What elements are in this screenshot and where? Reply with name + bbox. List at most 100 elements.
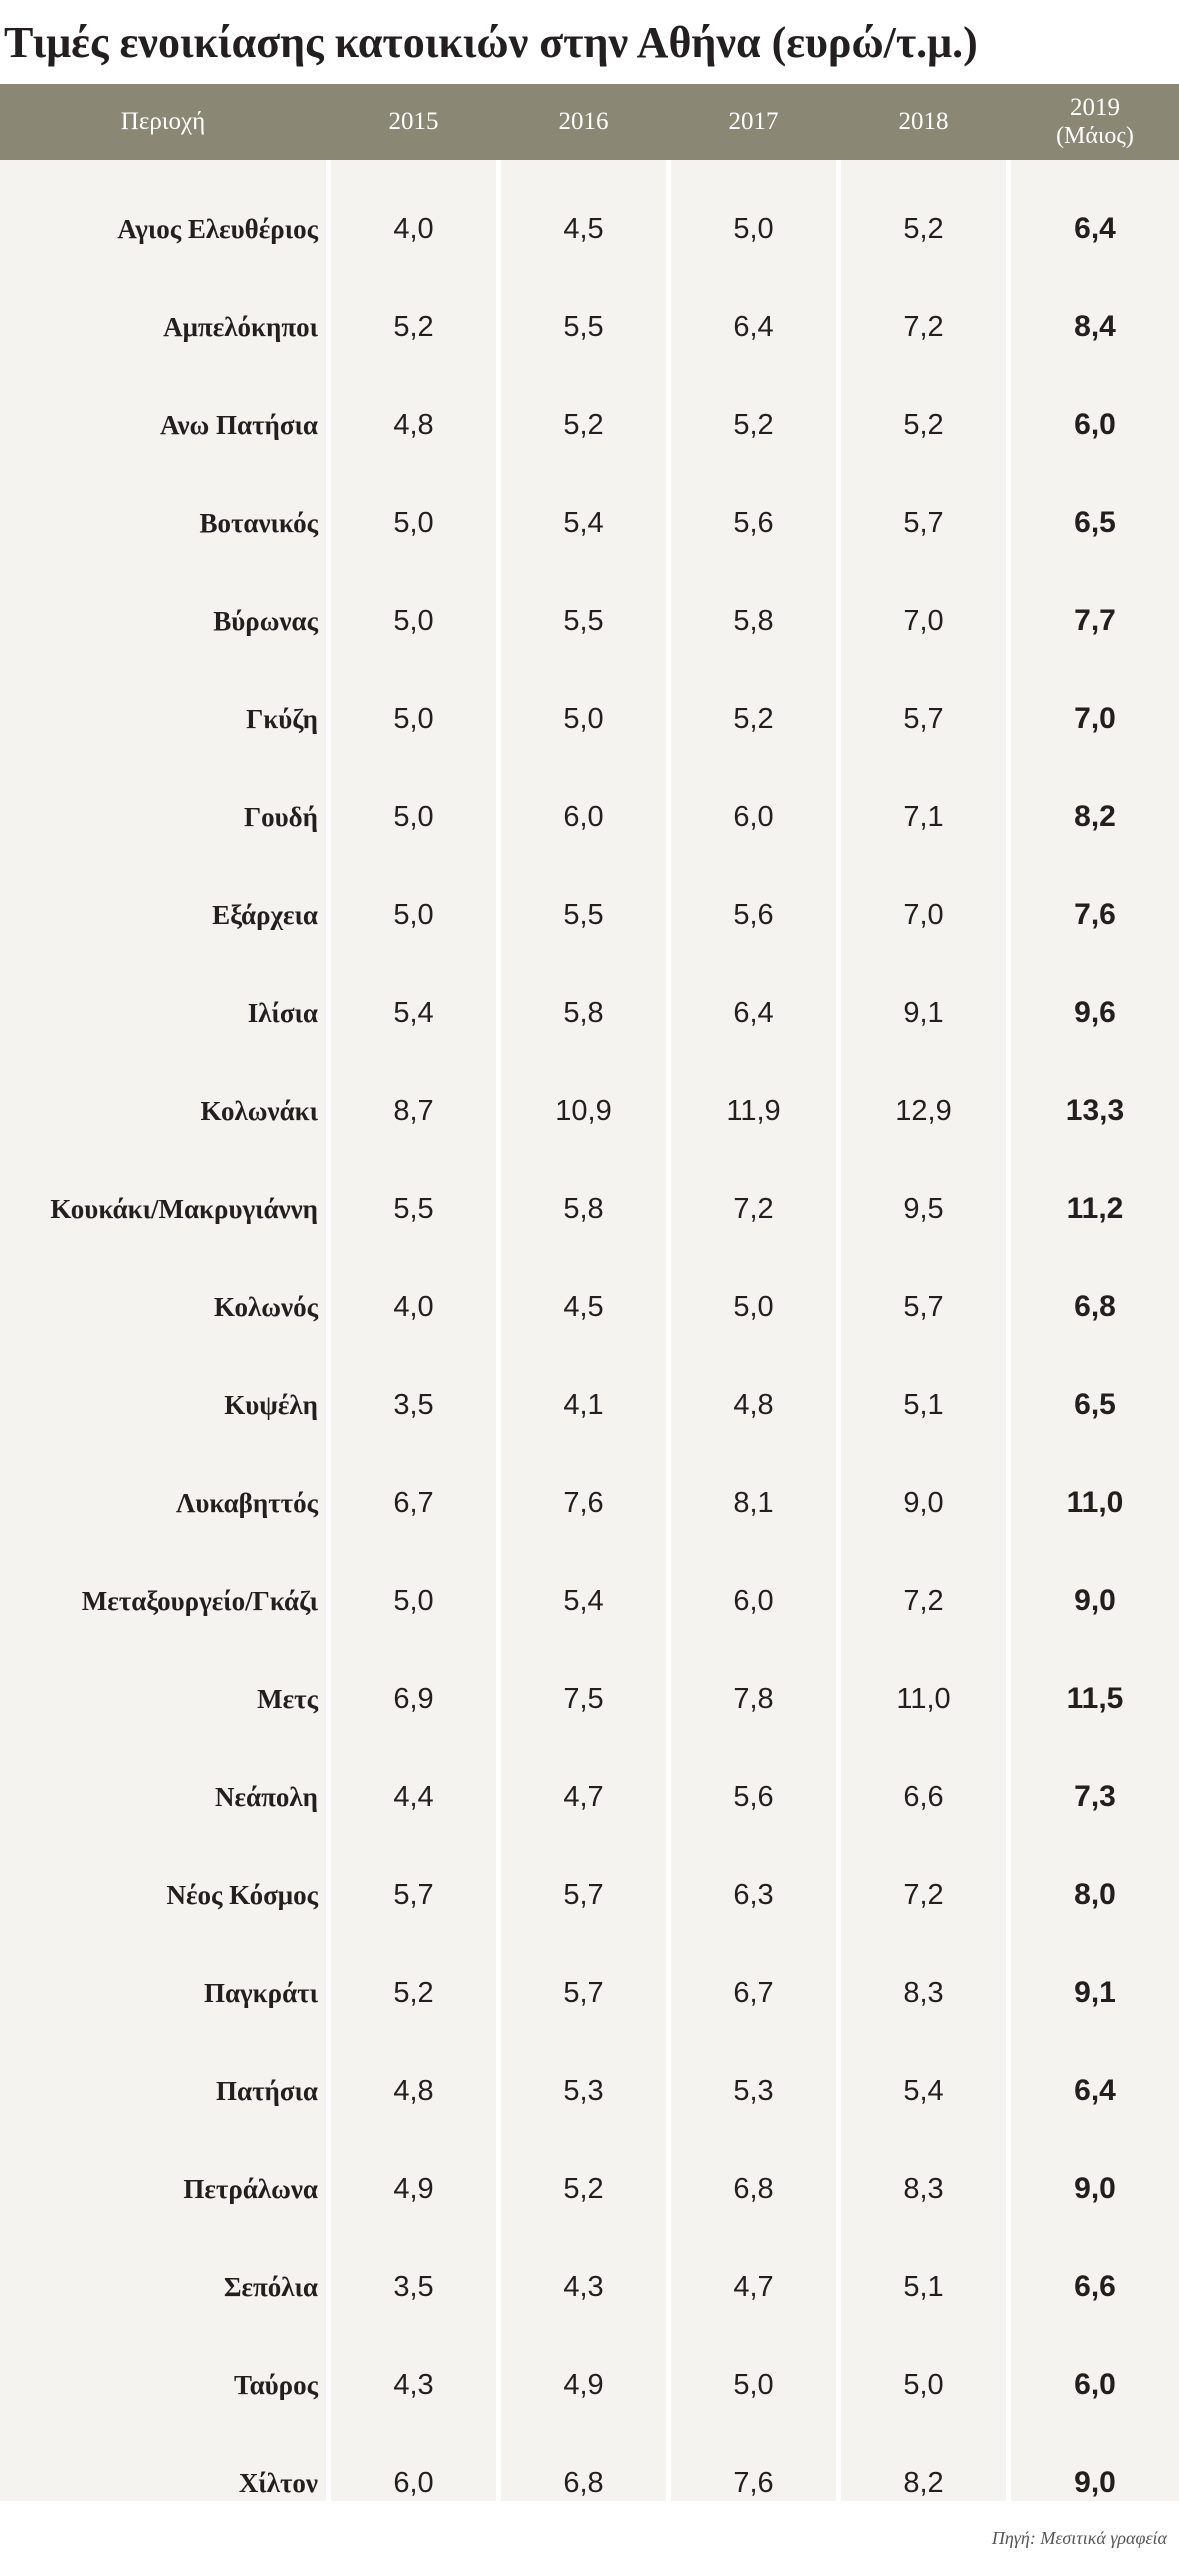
price-value-2015: 4,3 xyxy=(393,2369,434,2401)
price-value-2018: 9,0 xyxy=(903,1487,944,1519)
price-value-2019: 7,6 xyxy=(1074,898,1116,931)
price-value-2017: 6,3 xyxy=(733,1879,774,1911)
price-value-2019: 7,3 xyxy=(1074,1780,1116,1813)
price-value-2019: 9,6 xyxy=(1074,996,1116,1029)
table-row: Κυψέλη 3,5 4,1 4,8 5,1 6,5 xyxy=(0,1356,1179,1454)
price-value-2015: 8,7 xyxy=(393,1095,434,1127)
price-value-2017: 4,8 xyxy=(733,1389,774,1421)
price-value-2017: 6,7 xyxy=(733,1977,774,2009)
price-value-2016: 5,7 xyxy=(563,1977,604,2009)
price-value-2018: 5,2 xyxy=(903,409,944,441)
area-name: Κολωνάκι xyxy=(200,1096,318,1126)
price-value-2018: 5,7 xyxy=(903,703,944,735)
table-row: Παγκράτι 5,2 5,7 6,7 8,3 9,1 xyxy=(0,1944,1179,2042)
price-value-2016: 5,5 xyxy=(563,899,604,931)
price-value-2018: 5,2 xyxy=(903,213,944,245)
price-value-2015: 5,0 xyxy=(393,507,434,539)
price-value-2017: 5,2 xyxy=(733,703,774,735)
price-value-2017: 7,6 xyxy=(733,2467,774,2499)
table-row: Λυκαβηττός 6,7 7,6 8,1 9,0 11,0 xyxy=(0,1454,1179,1552)
price-value-2017: 6,4 xyxy=(733,311,774,343)
price-value-2016: 5,8 xyxy=(563,1193,604,1225)
table-row: Ανω Πατήσια 4,8 5,2 5,2 5,2 6,0 xyxy=(0,376,1179,474)
area-name: Χίλτον xyxy=(238,2468,318,2498)
table-row: Γκύζη 5,0 5,0 5,2 5,7 7,0 xyxy=(0,670,1179,768)
price-value-2016: 5,2 xyxy=(563,409,604,441)
header-label: 2019 xyxy=(1069,94,1120,121)
price-value-2016: 5,2 xyxy=(563,2173,604,2205)
area-name: Σεπόλια xyxy=(223,2272,318,2302)
price-value-2019: 9,0 xyxy=(1074,2172,1116,2205)
table-row: Κολωνάκι 8,7 10,9 11,9 12,9 13,3 xyxy=(0,1062,1179,1160)
price-value-2018: 8,2 xyxy=(903,2467,944,2499)
price-value-2017: 5,0 xyxy=(733,1291,774,1323)
price-value-2018: 5,4 xyxy=(903,2075,944,2107)
price-value-2018: 8,3 xyxy=(903,2173,944,2205)
header-year-2016: 2016 xyxy=(501,84,666,160)
price-value-2016: 5,4 xyxy=(563,1585,604,1617)
price-value-2019: 6,5 xyxy=(1074,506,1116,539)
price-value-2016: 6,0 xyxy=(563,801,604,833)
price-value-2016: 4,7 xyxy=(563,1781,604,1813)
price-value-2018: 5,0 xyxy=(903,2369,944,2401)
price-value-2016: 5,5 xyxy=(563,311,604,343)
header-sublabel: (Μάιος) xyxy=(1056,123,1134,149)
price-value-2017: 5,8 xyxy=(733,605,774,637)
price-value-2019: 7,7 xyxy=(1074,604,1116,637)
price-value-2016: 10,9 xyxy=(555,1095,612,1127)
price-value-2019: 8,4 xyxy=(1074,310,1116,343)
table-row: Σεπόλια 3,5 4,3 4,7 5,1 6,6 xyxy=(0,2238,1179,2336)
price-value-2015: 5,2 xyxy=(393,1977,434,2009)
price-value-2017: 6,0 xyxy=(733,801,774,833)
area-name: Νέος Κόσμος xyxy=(166,1880,318,1910)
price-value-2019: 6,0 xyxy=(1074,408,1116,441)
price-value-2015: 6,0 xyxy=(393,2467,434,2499)
price-value-2016: 4,9 xyxy=(563,2369,604,2401)
table-row: Ιλίσια 5,4 5,8 6,4 9,1 9,6 xyxy=(0,964,1179,1062)
area-name: Μετς xyxy=(257,1684,318,1714)
header-label: 2018 xyxy=(898,108,949,135)
price-value-2019: 11,2 xyxy=(1066,1192,1124,1225)
price-value-2019: 6,4 xyxy=(1074,2074,1116,2107)
page-title: Τιμές ενοικίασης κατοικιών στην Αθήνα (ε… xyxy=(4,18,978,67)
price-value-2018: 7,2 xyxy=(903,311,944,343)
price-value-2019: 6,4 xyxy=(1074,212,1116,245)
area-name: Βύρωνας xyxy=(213,606,318,636)
price-value-2019: 6,6 xyxy=(1074,2270,1116,2303)
price-value-2017: 7,2 xyxy=(733,1193,774,1225)
price-value-2016: 5,0 xyxy=(563,703,604,735)
price-value-2019: 6,5 xyxy=(1074,1388,1116,1421)
price-value-2019: 7,0 xyxy=(1074,702,1116,735)
table-row: Ταύρος 4,3 4,9 5,0 5,0 6,0 xyxy=(0,2336,1179,2434)
price-value-2015: 5,0 xyxy=(393,605,434,637)
area-name: Ιλίσια xyxy=(247,998,318,1028)
price-value-2015: 5,0 xyxy=(393,801,434,833)
price-value-2016: 5,4 xyxy=(563,507,604,539)
price-value-2017: 7,8 xyxy=(733,1683,774,1715)
price-value-2016: 4,5 xyxy=(563,213,604,245)
area-name: Λυκαβηττός xyxy=(176,1488,318,1518)
area-name: Πετράλωνα xyxy=(183,2174,318,2204)
price-value-2018: 8,3 xyxy=(903,1977,944,2009)
area-name: Μεταξουργείο/Γκάζι xyxy=(81,1586,318,1616)
price-value-2015: 5,2 xyxy=(393,311,434,343)
price-value-2017: 6,8 xyxy=(733,2173,774,2205)
column-background xyxy=(331,160,496,2501)
price-value-2015: 6,9 xyxy=(393,1683,434,1715)
price-value-2018: 7,0 xyxy=(903,605,944,637)
price-value-2019: 8,0 xyxy=(1074,1878,1116,1911)
price-value-2015: 4,4 xyxy=(393,1781,434,1813)
column-background xyxy=(1011,160,1179,2501)
column-background xyxy=(841,160,1006,2501)
price-value-2015: 4,9 xyxy=(393,2173,434,2205)
price-value-2015: 5,7 xyxy=(393,1879,434,1911)
header-label: Περιοχή xyxy=(120,108,206,135)
price-value-2016: 6,8 xyxy=(563,2467,604,2499)
price-value-2017: 5,6 xyxy=(733,507,774,539)
price-value-2017: 5,0 xyxy=(733,213,774,245)
header-year-2017: 2017 xyxy=(671,84,836,160)
price-value-2019: 13,3 xyxy=(1065,1094,1125,1127)
price-value-2019: 6,0 xyxy=(1074,2368,1116,2401)
price-value-2015: 3,5 xyxy=(393,2271,434,2303)
column-background xyxy=(671,160,836,2501)
